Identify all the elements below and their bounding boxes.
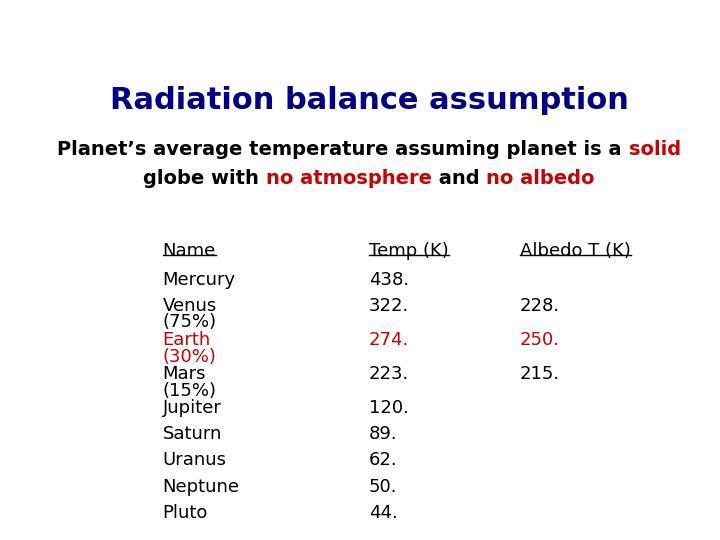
Text: solid: solid	[629, 140, 680, 159]
Text: 322.: 322.	[369, 297, 409, 315]
Text: no atmosphere: no atmosphere	[266, 168, 432, 188]
Text: (75%): (75%)	[163, 313, 217, 332]
Text: (30%): (30%)	[163, 348, 217, 366]
Text: Radiation balance assumption: Radiation balance assumption	[109, 85, 629, 114]
Text: and: and	[432, 168, 486, 188]
Text: Neptune: Neptune	[163, 478, 240, 496]
Text: Planet’s average temperature assuming planet is a: Planet’s average temperature assuming pl…	[58, 140, 629, 159]
Text: 120.: 120.	[369, 399, 409, 417]
Text: 274.: 274.	[369, 331, 409, 349]
Text: Earth: Earth	[163, 331, 211, 349]
Text: 250.: 250.	[520, 331, 559, 349]
Text: 50.: 50.	[369, 478, 397, 496]
Text: Saturn: Saturn	[163, 426, 222, 443]
Text: Venus: Venus	[163, 297, 217, 315]
Text: globe with: globe with	[143, 168, 266, 188]
Text: Temp (K): Temp (K)	[369, 241, 449, 260]
Text: Jupiter: Jupiter	[163, 399, 222, 417]
Text: Pluto: Pluto	[163, 504, 208, 522]
Text: Mars: Mars	[163, 365, 206, 383]
Text: 228.: 228.	[520, 297, 559, 315]
Text: 438.: 438.	[369, 271, 409, 288]
Text: 223.: 223.	[369, 365, 409, 383]
Text: 215.: 215.	[520, 365, 559, 383]
Text: 89.: 89.	[369, 426, 397, 443]
Text: Mercury: Mercury	[163, 271, 235, 288]
Text: (15%): (15%)	[163, 382, 217, 400]
Text: no albedo: no albedo	[486, 168, 595, 188]
Text: 44.: 44.	[369, 504, 397, 522]
Text: Uranus: Uranus	[163, 451, 227, 469]
Text: Name: Name	[163, 241, 216, 260]
Text: 62.: 62.	[369, 451, 397, 469]
Text: Albedo T (K): Albedo T (K)	[520, 241, 631, 260]
